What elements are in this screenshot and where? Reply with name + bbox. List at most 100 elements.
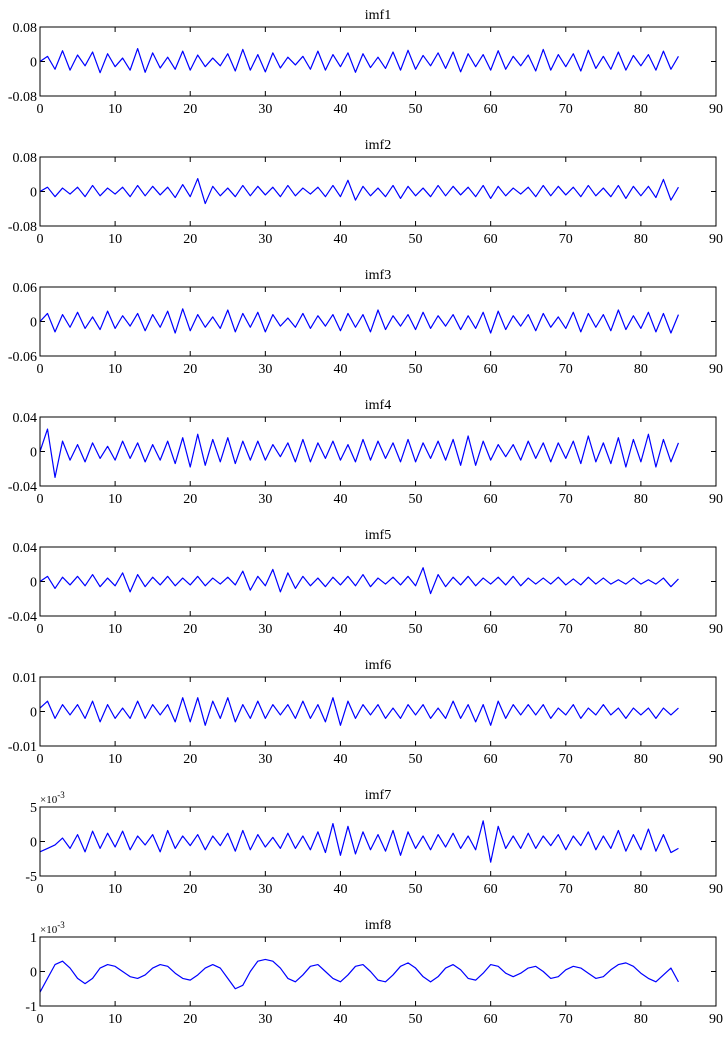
x-tick-label: 50 [409,102,423,117]
signal-line [39,177,679,205]
x-tick-label: 60 [484,752,498,767]
x-tick-label: 20 [183,102,197,117]
x-tick-label: 30 [258,1012,272,1027]
x-tick-label: 70 [559,362,573,377]
x-tick-label: 10 [108,752,122,767]
multiplier-exponent: -3 [57,920,65,930]
x-tick-label: 20 [183,492,197,507]
signal-line [39,958,679,993]
y-tick-label: 0 [30,316,37,331]
axes-frame [39,156,717,227]
x-tick-label: 80 [634,622,648,637]
x-tick-label: 10 [108,622,122,637]
x-tick-label: 30 [258,362,272,377]
x-tick-label: 60 [484,362,498,377]
x-tick-label: 0 [37,362,44,377]
y-tick-label: -0.04 [8,610,37,625]
x-tick-label: 30 [258,882,272,897]
y-tick-label: -1 [25,1000,37,1015]
x-tick-label: 70 [559,102,573,117]
x-tick-label: 30 [258,492,272,507]
x-tick-label: 0 [37,622,44,637]
subplot-title: imf7 [365,788,391,803]
x-tick-label: 40 [333,1012,347,1027]
x-tick-label: 50 [409,1012,423,1027]
subplot-title: imf6 [365,658,391,673]
y-tick-label: 0 [30,836,37,851]
x-tick-label: 0 [37,752,44,767]
x-tick-label: 0 [37,492,44,507]
x-tick-label: 50 [409,232,423,247]
x-tick-label: 20 [183,1012,197,1027]
y-tick-label: 0 [30,966,37,981]
y-tick-label: 5 [30,801,37,816]
y-tick-label: 0.08 [13,21,38,36]
x-tick-label: 10 [108,232,122,247]
x-tick-label: 0 [37,232,44,247]
x-tick-label: 30 [258,102,272,117]
y-tick-label: 1 [30,931,37,946]
x-tick-label: 0 [37,882,44,897]
y-tick-label: 0 [30,186,37,201]
subplot-title: imf5 [365,528,391,543]
subplot-title: imf1 [365,8,391,23]
x-tick-label: 80 [634,102,648,117]
axes-frame [39,936,717,1007]
x-tick-label: 70 [559,1012,573,1027]
x-tick-label: 60 [484,102,498,117]
x-tick-label: 40 [333,752,347,767]
y-tick-label: 0 [30,706,37,721]
x-tick-label: 60 [484,882,498,897]
x-tick-label: 80 [634,232,648,247]
multiplier-base: ×10 [40,924,58,936]
x-tick-label: 70 [559,752,573,767]
x-tick-label: 70 [559,882,573,897]
y-tick-label: -0.08 [8,220,37,235]
x-tick-label: 20 [183,622,197,637]
multiplier-exponent: -3 [57,790,65,800]
x-tick-label: 90 [709,622,723,637]
axes-frame [39,676,717,747]
x-tick-label: 60 [484,1012,498,1027]
signal-line [39,567,679,595]
x-tick-label: 50 [409,882,423,897]
x-tick-label: 90 [709,362,723,377]
y-tick-label: -0.06 [8,350,37,365]
x-tick-label: 10 [108,362,122,377]
y-tick-label: 0.01 [13,671,38,686]
x-tick-label: 40 [333,882,347,897]
signal-line [39,428,679,478]
y-tick-label: 0 [30,576,37,591]
y-tick-label: -0.04 [8,480,37,495]
subplot-title: imf3 [365,268,391,283]
x-tick-label: 0 [37,1012,44,1027]
subplot-title: imf2 [365,138,391,153]
x-tick-label: 20 [183,362,197,377]
x-tick-label: 80 [634,1012,648,1027]
x-tick-label: 90 [709,752,723,767]
y-tick-label: 0.08 [13,151,38,166]
x-tick-label: 90 [709,232,723,247]
axes-frame [39,26,717,97]
x-tick-label: 80 [634,752,648,767]
x-tick-label: 10 [108,1012,122,1027]
axes-frame [39,806,717,877]
signal-line [39,697,679,726]
y-tick-label: 0.06 [13,281,38,296]
x-tick-label: 40 [333,362,347,377]
x-tick-label: 20 [183,882,197,897]
y-tick-label: 0.04 [13,541,38,556]
x-tick-label: 10 [108,492,122,507]
signal-line [39,47,679,74]
y-tick-label: 0 [30,446,37,461]
x-tick-label: 90 [709,882,723,897]
x-tick-label: 30 [258,752,272,767]
multiplier-base: ×10 [40,794,58,806]
y-tick-label: -0.01 [8,740,37,755]
y-tick-label: 0.04 [13,411,38,426]
x-tick-label: 80 [634,492,648,507]
x-tick-label: 30 [258,232,272,247]
x-tick-label: 90 [709,1012,723,1027]
